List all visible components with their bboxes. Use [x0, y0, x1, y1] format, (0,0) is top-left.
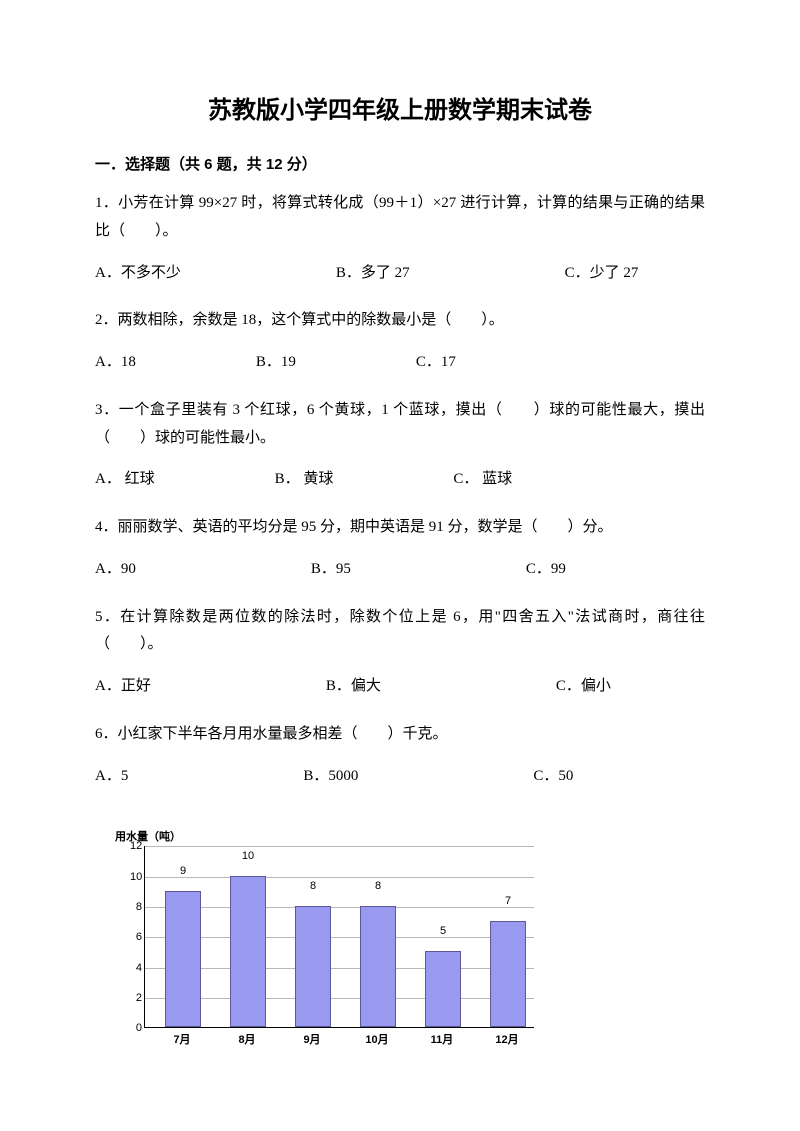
q2-option-c: C．17	[416, 349, 456, 377]
chart-gridline	[145, 968, 534, 969]
chart-xtick-label: 9月	[287, 1031, 337, 1047]
q1-option-b: B．多了 27	[336, 260, 410, 288]
chart-xtick-label: 11月	[417, 1031, 467, 1047]
question-6-options: A．5 B．5000 C．50	[95, 763, 705, 791]
question-5: 5．在计算除数是两位数的除法时，除数个位上是 6，用"四舍五入"法试商时，商往往…	[95, 604, 705, 660]
chart-y-axis-title: 用水量（吨）	[115, 828, 181, 844]
question-1: 1．小芳在计算 99×27 时，将算式转化成（99＋1）×27 进行计算，计算的…	[95, 190, 705, 246]
q5-option-b: B．偏大	[326, 673, 381, 701]
q6-option-b: B．5000	[303, 763, 358, 791]
chart-xtick-label: 10月	[352, 1031, 402, 1047]
chart-ytick-label: 8	[130, 901, 142, 913]
chart-bar-value-label: 5	[425, 925, 461, 937]
chart-bar-value-label: 8	[360, 880, 396, 892]
q5-option-c: C．偏小	[556, 673, 611, 701]
question-4: 4．丽丽数学、英语的平均分是 95 分，期中英语是 91 分，数学是（ ）分。	[95, 514, 705, 542]
question-2-options: A．18 B．19 C．17	[95, 349, 705, 377]
question-5-options: A．正好 B．偏大 C．偏小	[95, 673, 705, 701]
chart-xtick-label: 12月	[482, 1031, 532, 1047]
chart-plot-area: 9 10 8 8 5 7	[144, 846, 534, 1028]
q1-option-a: A．不多不少	[95, 260, 181, 288]
chart-bar-value-label: 8	[295, 880, 331, 892]
chart-bar-value-label: 10	[230, 850, 266, 862]
q4-option-a: A．90	[95, 556, 136, 584]
chart-ytick-label: 0	[130, 1022, 142, 1034]
chart-bar	[490, 921, 526, 1027]
chart-bar-value-label: 7	[490, 895, 526, 907]
q3-option-a: A． 红球	[95, 466, 155, 494]
chart-gridline	[145, 846, 534, 847]
chart-ytick-label: 6	[130, 931, 142, 943]
question-6: 6．小红家下半年各月用水量最多相差（ ）千克。	[95, 721, 705, 749]
chart-gridline	[145, 877, 534, 878]
chart-gridline	[145, 937, 534, 938]
chart-bar	[360, 906, 396, 1027]
q5-option-a: A．正好	[95, 673, 151, 701]
q2-option-b: B．19	[256, 349, 296, 377]
chart-ytick-label: 12	[130, 840, 142, 852]
question-2: 2．两数相除，余数是 18，这个算式中的除数最小是（ ）。	[95, 307, 705, 335]
chart-bar	[230, 876, 266, 1028]
q1-option-c: C．少了 27	[565, 260, 639, 288]
chart-bar	[165, 891, 201, 1028]
q6-option-a: A．5	[95, 763, 128, 791]
chart-gridline	[145, 907, 534, 908]
water-usage-chart: 用水量（吨） 9 10 8 8 5 7 0 2 4 6 8 10 12 7月 8月 9月 10月 11月 12月	[100, 828, 540, 1068]
q3-option-c: C． 蓝球	[453, 466, 512, 494]
chart-bar	[295, 906, 331, 1027]
q6-option-c: C．50	[533, 763, 573, 791]
chart-bar	[425, 951, 461, 1027]
section-1-header: 一．选择题（共 6 题，共 12 分）	[95, 153, 705, 174]
question-3-options: A． 红球 B． 黄球 C． 蓝球	[95, 466, 705, 494]
chart-ytick-label: 2	[130, 992, 142, 1004]
chart-ytick-label: 10	[130, 871, 142, 883]
question-1-options: A．不多不少 B．多了 27 C．少了 27	[95, 260, 705, 288]
question-4-options: A．90 B．95 C．99	[95, 556, 705, 584]
chart-bar-value-label: 9	[165, 865, 201, 877]
question-3: 3．一个盒子里装有 3 个红球，6 个黄球，1 个蓝球，摸出（ ）球的可能性最大…	[95, 397, 705, 453]
q4-option-b: B．95	[311, 556, 351, 584]
exam-title: 苏教版小学四年级上册数学期末试卷	[95, 90, 705, 125]
q3-option-b: B． 黄球	[275, 466, 334, 494]
chart-ytick-label: 4	[130, 962, 142, 974]
q4-option-c: C．99	[526, 556, 566, 584]
q2-option-a: A．18	[95, 349, 136, 377]
chart-xtick-label: 8月	[222, 1031, 272, 1047]
chart-xtick-label: 7月	[157, 1031, 207, 1047]
chart-gridline	[145, 998, 534, 999]
